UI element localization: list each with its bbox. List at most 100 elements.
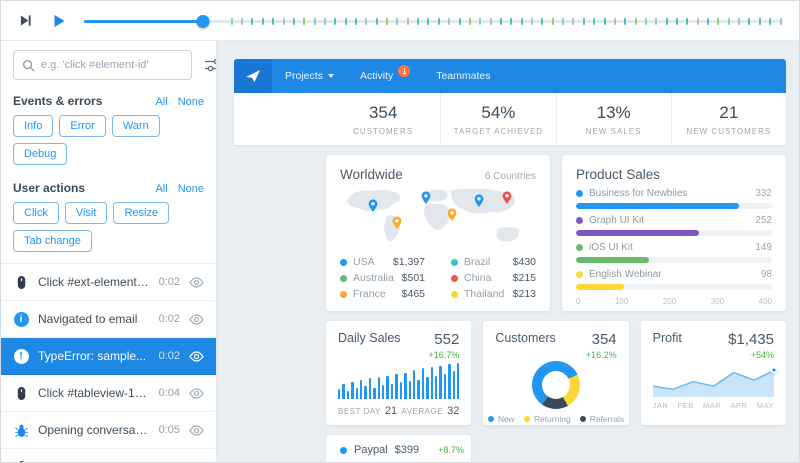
info-icon: i bbox=[13, 311, 29, 327]
country-dot bbox=[340, 290, 347, 298]
replay-viewport: Projects Activity 1 Teammates 354 CUSTOM… bbox=[217, 41, 799, 462]
stat-customers: 354 CUSTOMERS bbox=[326, 93, 442, 145]
event-label: Navigated to email bbox=[38, 312, 138, 326]
skip-icon bbox=[19, 14, 32, 27]
transactions-card: Paypal $399 +8.7% bbox=[326, 435, 472, 462]
filter-settings-button[interactable] bbox=[203, 56, 216, 74]
timeline-scrubber[interactable] bbox=[84, 13, 783, 29]
bug-icon bbox=[13, 423, 29, 438]
events-sidebar: Events & errors All None Info Error Warn… bbox=[1, 41, 217, 462]
skip-button[interactable] bbox=[17, 12, 34, 29]
profit-chart bbox=[652, 365, 778, 397]
filter-visit-button[interactable]: Visit bbox=[64, 202, 108, 224]
product-item: English Webinar 98 bbox=[576, 269, 772, 290]
legend-dot bbox=[579, 416, 586, 422]
product-bar bbox=[576, 230, 772, 236]
event-time: 0:02 bbox=[158, 276, 180, 288]
events-errors-all-link[interactable]: All bbox=[155, 96, 168, 108]
filter-error-button[interactable]: Error bbox=[59, 115, 106, 137]
events-errors-title: Events & errors bbox=[13, 94, 103, 108]
play-button[interactable] bbox=[50, 12, 68, 30]
event-label: Click #tableview-104... bbox=[38, 386, 150, 400]
event-row[interactable]: Click #ext-element-13 0:02 bbox=[1, 264, 216, 301]
country-item: Thailand $213 bbox=[451, 288, 536, 300]
product-sales-title: Product Sales bbox=[576, 167, 661, 182]
play-icon bbox=[52, 14, 66, 28]
profit-value: $1,435 bbox=[728, 331, 774, 348]
paper-plane-icon bbox=[245, 68, 261, 84]
mouse-icon bbox=[13, 386, 29, 401]
country-item: France $465 bbox=[340, 288, 425, 300]
user-actions-none-link[interactable]: None bbox=[177, 183, 204, 195]
user-actions-title: User actions bbox=[13, 181, 86, 195]
nav-projects[interactable]: Projects bbox=[272, 59, 347, 93]
customers-card: Customers 354 +16.2% New Returning Refer… bbox=[483, 321, 629, 425]
daily-sales-title: Daily Sales bbox=[338, 331, 401, 345]
country-item: Brazil $430 bbox=[451, 256, 536, 268]
stat-value: 54% bbox=[481, 102, 516, 122]
stat-value: 13% bbox=[596, 102, 631, 122]
eye-icon[interactable] bbox=[189, 349, 204, 364]
nav-activity[interactable]: Activity 1 bbox=[347, 59, 423, 93]
event-row[interactable]: Opening conversation 0:05 bbox=[1, 412, 216, 449]
filter-info-button[interactable]: Info bbox=[13, 115, 54, 137]
daily-sales-delta: +16.7% bbox=[428, 350, 460, 360]
timeline-fill bbox=[84, 19, 203, 23]
event-row[interactable]: Click html body 0:07 bbox=[1, 449, 216, 462]
events-errors-none-link[interactable]: None bbox=[177, 96, 204, 108]
legend-item: Referrals bbox=[579, 414, 624, 424]
eye-icon[interactable] bbox=[189, 275, 204, 290]
product-bar bbox=[576, 203, 772, 209]
product-item: Graph UI Kit 252 bbox=[576, 215, 772, 236]
event-row-selected[interactable]: ! TypeError: sample... 0:02 bbox=[1, 338, 216, 375]
stat-label: NEW SALES bbox=[585, 126, 642, 136]
event-time: 0:04 bbox=[158, 387, 180, 399]
profit-line bbox=[652, 369, 774, 390]
eye-icon[interactable] bbox=[189, 460, 204, 462]
transaction-row[interactable]: Paypal $399 +8.7% bbox=[340, 444, 464, 456]
worldwide-card: Worldwide 6 Countries bbox=[326, 155, 550, 311]
eye-icon[interactable] bbox=[189, 386, 204, 401]
event-time: 0:05 bbox=[158, 424, 180, 436]
country-dot bbox=[451, 274, 458, 282]
app-logo[interactable] bbox=[234, 59, 272, 93]
stat-value: 21 bbox=[719, 102, 739, 122]
country-item: Australia $501 bbox=[340, 272, 425, 284]
product-dot bbox=[576, 190, 583, 197]
customers-title: Customers bbox=[495, 331, 556, 345]
filter-debug-button[interactable]: Debug bbox=[13, 143, 68, 165]
event-time: 0:02 bbox=[158, 313, 180, 325]
event-list: Click #ext-element-13 0:02 i Navigated t… bbox=[1, 263, 216, 462]
mouse-icon bbox=[13, 460, 29, 462]
map-pin-icon bbox=[474, 194, 484, 207]
legend-dot bbox=[487, 416, 494, 422]
filter-resize-button[interactable]: Resize bbox=[113, 202, 170, 224]
error-icon: ! bbox=[13, 348, 29, 364]
search-box bbox=[13, 50, 192, 80]
search-input[interactable] bbox=[41, 59, 183, 71]
filter-click-button[interactable]: Click bbox=[13, 202, 59, 224]
event-row[interactable]: i Navigated to email 0:02 bbox=[1, 301, 216, 338]
timeline-track bbox=[84, 19, 783, 23]
user-actions-all-link[interactable]: All bbox=[155, 183, 168, 195]
search-icon bbox=[22, 59, 35, 72]
stat-new-sales: 13% NEW SALES bbox=[557, 93, 672, 145]
customers-legend: New Returning Referrals bbox=[487, 414, 624, 424]
event-label: Opening conversation bbox=[38, 423, 150, 437]
nav-teammates[interactable]: Teammates bbox=[436, 70, 491, 82]
eye-icon[interactable] bbox=[189, 312, 204, 327]
customers-value: 354 bbox=[591, 331, 617, 348]
eye-icon[interactable] bbox=[189, 423, 204, 438]
map-pin-icon bbox=[392, 215, 402, 229]
filter-warn-button[interactable]: Warn bbox=[111, 115, 160, 137]
profit-area bbox=[652, 370, 774, 397]
event-row[interactable]: Click #tableview-104... 0:04 bbox=[1, 375, 216, 412]
map-pin-icon bbox=[447, 208, 457, 221]
filter-tab-change-button[interactable]: Tab change bbox=[13, 230, 92, 252]
timeline-handle[interactable] bbox=[196, 14, 210, 28]
player-bar bbox=[1, 1, 799, 41]
map-pin-icon bbox=[368, 199, 378, 212]
product-dot bbox=[576, 271, 583, 278]
worldwide-subtitle: 6 Countries bbox=[484, 171, 536, 182]
country-item: USA $1,397 bbox=[340, 256, 425, 268]
